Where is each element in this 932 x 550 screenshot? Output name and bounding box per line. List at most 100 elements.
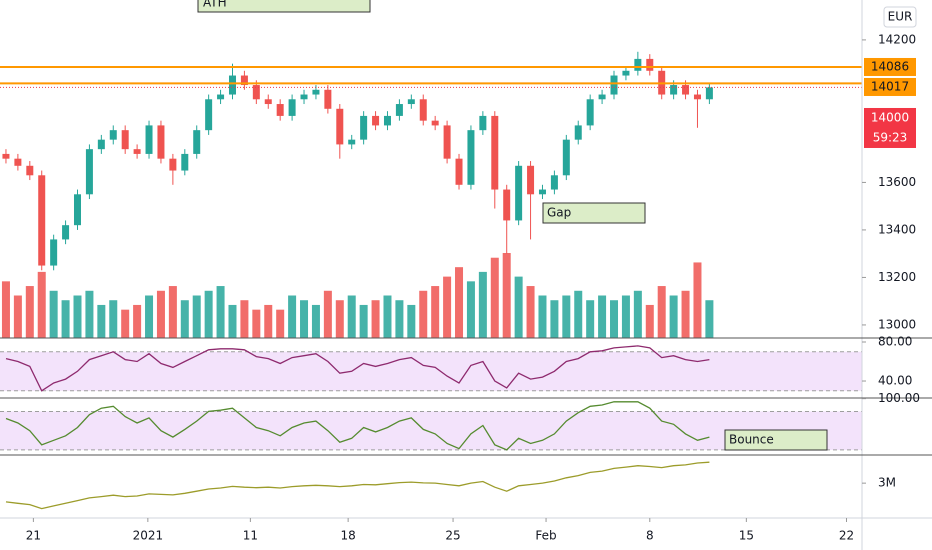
candle-body [550, 175, 558, 190]
volume-bar [645, 304, 654, 338]
volume-bar [240, 300, 249, 338]
volume-bar [25, 286, 34, 338]
indicator-line [5, 461, 710, 510]
volume-bar [168, 286, 177, 338]
volume-bar [252, 309, 261, 338]
candle-body [467, 130, 475, 185]
indicator-band [0, 351, 862, 391]
plot-area [0, 51, 862, 510]
indicator-band [0, 411, 862, 450]
volume-bar [192, 295, 201, 338]
candle-body [443, 125, 451, 159]
candle-body [193, 130, 201, 154]
candle-body [383, 115, 391, 126]
candle-body [515, 165, 523, 221]
indicator-line [5, 345, 710, 392]
candle-body [264, 99, 272, 105]
volume-bar [73, 295, 82, 338]
candle-body [622, 70, 630, 76]
y-tick-label: 13400 [878, 222, 916, 236]
level-badge [864, 57, 916, 76]
volume-bar [335, 300, 344, 338]
annotation-box[interactable] [542, 202, 646, 224]
volume-bar [49, 290, 58, 338]
volume-bar [395, 300, 404, 338]
last-price-label: 14000 [871, 110, 909, 124]
candle-body [324, 89, 332, 109]
volume-bar [526, 286, 535, 338]
volume-bar [455, 267, 464, 338]
volume-bar [419, 290, 428, 338]
annotation-text: Bounce [729, 433, 774, 447]
candle-body [562, 139, 570, 176]
candle-body [670, 85, 678, 95]
volume-bar [586, 300, 595, 338]
indicator-pane [0, 345, 862, 392]
volume-bar [657, 286, 666, 338]
indicator-pane [5, 461, 710, 510]
candle-body [491, 115, 499, 190]
volume-bar [407, 304, 416, 338]
y-tick-label: 100.00 [878, 391, 920, 405]
y-tick-label: 80.00 [878, 335, 912, 349]
y-tick-label: 14200 [878, 32, 916, 46]
candle-body [97, 139, 105, 150]
volume-bar [216, 286, 225, 338]
volume-bar [705, 300, 714, 338]
volume-bar [85, 290, 94, 338]
x-tick-label: 22 [839, 529, 854, 543]
candle-body [431, 120, 439, 126]
volume-bar [109, 300, 118, 338]
volume-bar [37, 271, 46, 338]
volume-bar [598, 295, 607, 338]
volume-bar [478, 271, 487, 338]
candle-body [157, 125, 165, 159]
candle-body [276, 104, 284, 116]
candle-body [682, 85, 690, 95]
volume-bar [443, 276, 452, 338]
candle-body [62, 225, 70, 240]
candle-body [288, 99, 296, 116]
candle-body [538, 189, 546, 195]
candle-body [169, 158, 177, 171]
candle-body [348, 139, 356, 145]
volume-bar [61, 300, 70, 338]
candle-body [634, 58, 642, 71]
volume-bar [347, 295, 356, 338]
volume-bar [383, 295, 392, 338]
candle-body [240, 75, 248, 86]
candle-body [360, 115, 368, 140]
currency-badge[interactable] [883, 6, 917, 28]
volume-bar [204, 290, 213, 338]
volume-bar [133, 304, 142, 338]
volume-bar [550, 300, 559, 338]
volume-bar [371, 300, 380, 338]
annotation-text: Gap [547, 206, 571, 220]
candle-body [586, 99, 594, 126]
candle-body [228, 75, 236, 95]
candle-body [705, 87, 713, 100]
candle-body [133, 149, 141, 154]
candle-body [252, 85, 260, 100]
volume-bar [562, 295, 571, 338]
volume-bar [228, 304, 237, 338]
candle-body [419, 99, 427, 121]
level-badge [864, 77, 916, 96]
candle-body [181, 153, 189, 171]
volume-bar [514, 276, 523, 338]
y-tick-label: 3M [878, 476, 896, 490]
annotation-box[interactable] [724, 429, 828, 451]
x-tick-label: 11 [243, 529, 258, 543]
volume-bar [323, 290, 332, 338]
volume-bar [1, 281, 10, 338]
candle-body [300, 94, 308, 100]
volume-bar [490, 257, 499, 338]
candle-body [479, 115, 487, 131]
candle-body [205, 99, 213, 131]
candle-body [407, 99, 415, 105]
annotation-box[interactable] [197, 0, 371, 13]
candle-body [455, 158, 463, 185]
volume-bar [145, 295, 154, 338]
